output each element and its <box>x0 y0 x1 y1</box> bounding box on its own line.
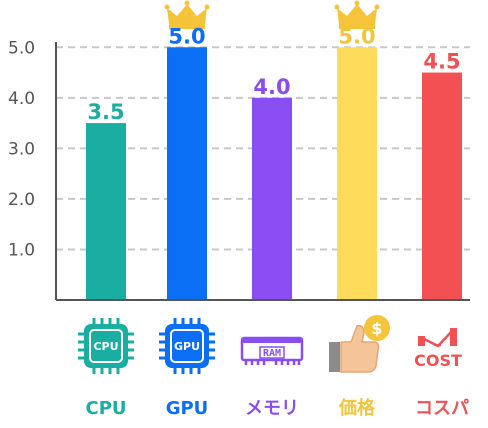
bar <box>167 47 207 300</box>
category-label: GPU <box>166 398 209 419</box>
bar <box>337 47 377 300</box>
cost-bars-icon: COST <box>414 328 462 370</box>
crowns <box>164 0 380 29</box>
ram-module-icon: RAM <box>240 336 304 365</box>
ram-icon-text: RAM <box>263 348 281 359</box>
bar <box>422 72 462 300</box>
value-label: 4.0 <box>253 75 290 99</box>
value-label: 5.0 <box>338 24 375 48</box>
crown-icon <box>164 0 210 29</box>
bars <box>86 47 462 301</box>
thumbs-up-coin-icon: $ <box>329 315 390 373</box>
gpu-chip-icon: GPU <box>159 318 215 374</box>
gpu-icon-text: GPU <box>174 340 200 353</box>
category-label: 価格 <box>338 397 376 419</box>
value-label: 3.5 <box>87 100 124 124</box>
value-label: 5.0 <box>168 24 205 48</box>
category-label: CPU <box>85 398 126 419</box>
y-tick-label: 1.0 <box>8 240 35 260</box>
cpu-icon-text: CPU <box>93 340 118 353</box>
value-label: 4.5 <box>423 50 460 74</box>
category-label: コスパ <box>415 398 469 419</box>
y-tick-label: 3.0 <box>8 139 35 159</box>
y-tick-label: 5.0 <box>8 38 35 58</box>
crown-icon <box>334 0 380 29</box>
y-tick-label: 4.0 <box>8 89 35 109</box>
coin-icon-text: $ <box>371 319 382 338</box>
cost-icon-text: COST <box>414 351 462 370</box>
category-labels: CPU GPU メモリ 価格 コスパ <box>85 397 469 419</box>
bar <box>86 123 126 300</box>
bar <box>252 97 292 301</box>
y-axis-ticks: 1.0 2.0 3.0 4.0 5.0 <box>8 38 35 260</box>
category-label: メモリ <box>245 398 299 419</box>
y-tick-label: 2.0 <box>8 190 35 210</box>
value-labels: 3.5 5.0 4.0 5.0 4.5 <box>87 24 460 124</box>
cpu-chip-icon: CPU <box>78 318 134 374</box>
